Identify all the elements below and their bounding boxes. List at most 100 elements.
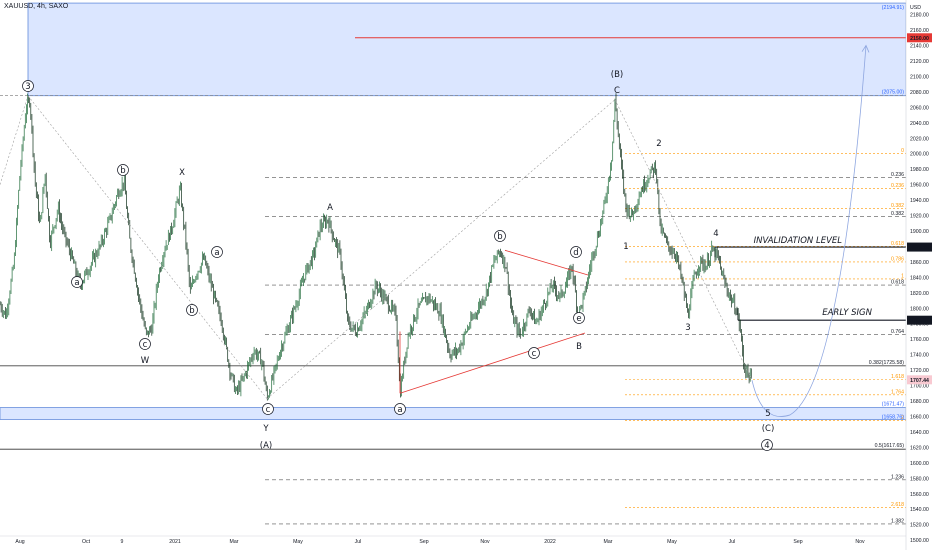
invalidation-price-tag: 1879.20	[910, 245, 929, 251]
x-tick-label: Oct	[82, 539, 91, 545]
y-tick-label: 1500.00	[910, 538, 929, 544]
y-tick-label: 1980.00	[910, 167, 929, 173]
fib-05-label: 0.5(1617.65)	[875, 443, 905, 449]
levels-layer: 0.236 0.382 0.618 0.764 1.236 1.382 0 0.236 0.38…	[0, 37, 906, 524]
y-tick-label: 2140.00	[910, 44, 929, 50]
y-tick-label: 2080.00	[910, 90, 929, 96]
chart-text-layer: INVALIDATION LEVEL EARLY SIGN (2075.00) (21…	[754, 5, 905, 449]
x-tick-label: Sep	[419, 539, 428, 545]
wave-label: (A)	[260, 441, 272, 451]
wave-label: a	[214, 248, 219, 258]
wave-label: Y	[262, 424, 269, 434]
y-tick-label: 1640.00	[910, 430, 929, 436]
wave-label: X	[179, 168, 185, 178]
fib-black-label: 0.618	[891, 280, 904, 286]
early-sign-price-tag-bg	[907, 315, 932, 325]
wave-label: a	[74, 278, 79, 288]
x-tick-label: Jul	[729, 539, 736, 545]
y-tick-label: 1720.00	[910, 368, 929, 374]
wave-circle	[22, 80, 34, 92]
y-tick-label: 1760.00	[910, 337, 929, 343]
fib-orange-label: 0.382	[891, 203, 904, 209]
y-tick-label: 1960.00	[910, 183, 929, 189]
wave-label: A	[327, 203, 333, 213]
symbol-title: XAUUSD, 4h, SAXO	[4, 3, 69, 10]
x-tick-label: 2022	[544, 539, 556, 545]
y-tick-label: 1940.00	[910, 198, 929, 204]
fib-black-label: 0.236	[891, 172, 904, 178]
y-tick-label: 1620.00	[910, 445, 929, 451]
trend-dashed	[614, 99, 753, 381]
y-tick-label: 1740.00	[910, 353, 929, 359]
x-tick-label: May	[293, 539, 303, 545]
wave-label: 5	[765, 409, 770, 419]
current-price-tag: 1707.44	[910, 378, 929, 384]
wave-label: B	[576, 342, 582, 352]
wave-circle	[528, 347, 540, 359]
wave-label: c	[143, 340, 148, 350]
x-tick-label: Mar	[230, 539, 239, 545]
target-price-tag-bg	[907, 33, 932, 43]
wave-label: C	[614, 86, 620, 96]
projection-arrowhead	[861, 44, 870, 53]
drawings-layer	[0, 44, 870, 417]
y-tick-label: 1820.00	[910, 291, 929, 297]
y-tick-label: 1920.00	[910, 214, 929, 220]
zones-layer	[0, 2, 907, 420]
wave-circle	[761, 439, 773, 451]
wave-label: 4	[713, 229, 718, 239]
support-top-label: (1671.47)	[882, 402, 904, 408]
wave-circle	[262, 403, 274, 415]
wave-label: b	[120, 166, 125, 176]
wave-label: (C)	[762, 424, 775, 434]
zone-top-label: (2075.00)	[882, 90, 904, 96]
y-tick-label: 1540.00	[910, 507, 929, 513]
y-tick-label: 1660.00	[910, 414, 929, 420]
candles-layer	[0, 93, 752, 401]
wave-label: b	[497, 232, 502, 242]
fib-black-label: 1.382	[891, 518, 904, 524]
wave-circle	[117, 164, 129, 176]
currency-label: USD	[910, 5, 921, 11]
x-tick-label: Mar	[604, 539, 613, 545]
wave-circle	[211, 246, 223, 258]
y-tick-label: 2120.00	[910, 59, 929, 65]
fib-black-label: 0.382	[891, 211, 904, 217]
y-tick-label: 2060.00	[910, 105, 929, 111]
x-tick-label: Nov	[855, 539, 865, 545]
x-tick-label: 9	[121, 539, 124, 545]
x-tick-label: Jul	[355, 539, 362, 545]
y-tick-label: 1560.00	[910, 492, 929, 498]
y-tick-label: 1700.00	[910, 384, 929, 390]
fib-0382-label: 0.382(1725.58)	[869, 360, 904, 366]
wave-circle	[394, 403, 406, 415]
y-tick-label: 2160.00	[910, 28, 929, 34]
invalidation-label: INVALIDATION LEVEL	[754, 236, 843, 246]
wave-label: 3	[685, 323, 690, 333]
x-tick-label: Sep	[793, 539, 802, 545]
wave-label: a	[397, 405, 402, 415]
fib-orange-label: 1	[901, 273, 904, 279]
wave-circle	[573, 312, 585, 324]
price-axis[interactable]	[906, 0, 932, 550]
y-tick-label: 1900.00	[910, 229, 929, 235]
wave-circle	[139, 338, 151, 350]
y-tick-label: 1780.00	[910, 322, 929, 328]
y-tick-label: 2100.00	[910, 74, 929, 80]
triangle-lower-line	[399, 332, 586, 394]
y-tick-label: 1680.00	[910, 399, 929, 405]
y-tick-label: 1520.00	[910, 523, 929, 529]
wave-label: d	[573, 248, 578, 258]
wave-label: 4	[764, 441, 769, 451]
wave-label: W	[141, 356, 150, 366]
triangle-upper-line	[504, 249, 589, 276]
wave-label: 1	[623, 242, 628, 252]
wave-label: 2	[656, 139, 661, 149]
time-axis[interactable]	[0, 536, 906, 550]
support-bottom-label: (1658.76)	[882, 414, 904, 420]
y-tick-label: 1860.00	[910, 260, 929, 266]
y-tick-label: 1580.00	[910, 476, 929, 482]
